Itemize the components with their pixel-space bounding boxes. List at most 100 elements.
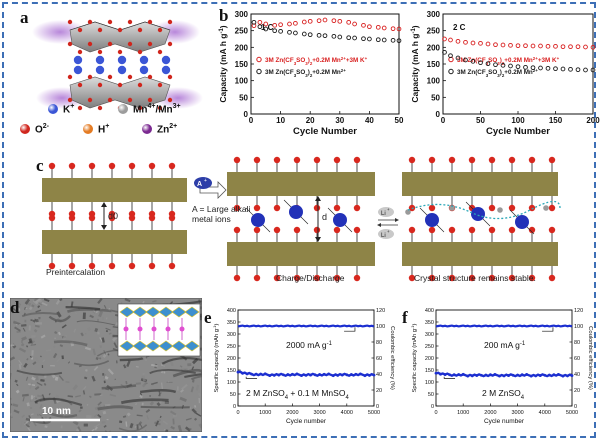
y-axis-label: Capacity (mA h g-1) [218,25,228,102]
data-point [337,18,343,24]
tem-texture [89,314,94,319]
tem-texture [191,366,195,370]
y-axis-label: Capacity (mA h g-1) [410,25,420,102]
tem-texture [86,403,89,406]
tem-texture [68,303,71,306]
oxygen-atom [333,156,341,164]
oxygen-atom [107,19,113,25]
data-point [322,17,328,23]
tem-texture [126,360,131,368]
y-tick-label: 250 [235,27,249,36]
y-tick-label: 200 [235,43,249,52]
y-axis-label: Specific capacity (mAh g-1) [212,323,221,392]
tem-texture [179,365,183,368]
oxygen-atom [77,49,83,55]
tem-texture [70,301,74,308]
tem-texture [18,417,22,419]
oxygen-atom [137,49,143,55]
data-point [575,67,581,73]
capacity-point [368,373,371,377]
tem-texture [30,363,36,369]
oxygen-atom [137,82,143,88]
capacity-point [304,373,308,377]
legend-marker [256,68,262,75]
capacity-point [363,374,367,378]
x-tick-label: 2000 [286,410,298,416]
tem-texture [97,331,100,335]
tem-texture [193,405,197,408]
x-tick-label: 50 [476,116,485,125]
tem-texture [32,343,37,346]
oxygen-atom [488,156,496,164]
oxygen-atom [108,262,116,270]
tem-texture [33,317,36,321]
tem-fringe [73,360,110,367]
data-point [263,21,269,27]
tem-texture [30,399,34,402]
oxygen-atom [428,226,436,234]
tem-fringe [139,388,177,394]
chart-title: 2 C [453,23,466,32]
ion-a-arrow: A + [194,177,227,199]
ion-a-sup: + [204,178,207,184]
data-point [590,44,596,50]
capacity-point [327,372,331,376]
oxygen-atom [293,274,301,282]
legend-label: H+ [98,123,110,136]
oxygen-atom [67,74,73,80]
data-point [278,28,283,34]
data-point [455,38,461,44]
data-point [500,62,506,68]
tem-texture [99,369,102,373]
chart-b-2c: 0 50 100 150 200 0 50 100 150 200 250 300 Cycle Numb… [410,10,600,137]
capacity-point [300,374,303,378]
d-label: d [322,212,327,222]
chart-e: 0 1000 2000 3000 4000 50000501001502002503003… [212,308,396,425]
potassium-ion [161,55,171,65]
data-point [485,61,491,67]
tem-texture [152,300,157,303]
data-point [470,40,476,46]
legend-dot-icon [142,124,152,135]
capacity-point [498,374,501,378]
capacity-point [345,373,349,377]
data-point [367,24,372,30]
data-point [287,29,292,35]
tem-texture [41,411,46,414]
y2-axis-label: Coulombic efficiency (%) [587,326,593,390]
tem-texture [107,368,114,375]
tem-texture [107,353,110,356]
y-tick-label: 50 [230,392,236,398]
tem-texture [94,327,99,333]
data-point [538,65,543,71]
tem-texture [92,348,96,356]
tem-texture [34,385,40,391]
alkali-ion [471,207,485,221]
tem-texture [135,366,139,368]
tem-texture [166,381,173,384]
tem-texture [134,403,138,406]
efficiency-series [435,324,573,328]
legend-label: Zn2+ [157,123,178,136]
tem-texture [32,361,37,366]
capacity-point [475,374,479,377]
capacity-point [349,373,353,376]
tem-texture [28,306,33,311]
interlayer-ion [151,326,157,332]
y2-tick-label: 20 [376,388,382,394]
tem-texture [55,299,61,305]
oxygen-atom [128,214,136,222]
tem-texture [158,390,161,397]
data-point [251,23,257,29]
oxygen-atom [157,27,163,33]
potassium-ion [117,55,127,65]
tem-texture [21,414,26,418]
tem-texture [10,372,12,380]
data-point [346,35,352,41]
interlayer-ion [123,326,129,332]
oxygen-atom [548,226,556,234]
oxygen-atom [233,274,241,282]
tem-texture [61,334,68,342]
data-point [263,26,269,32]
data-point [381,37,387,43]
